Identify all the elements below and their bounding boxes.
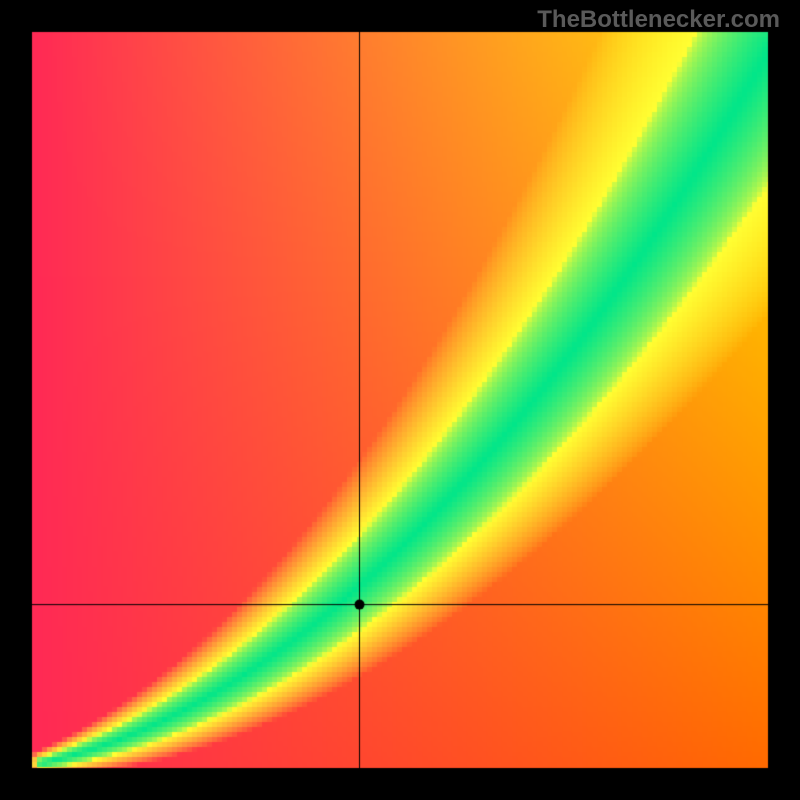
heatmap-chart bbox=[0, 0, 800, 800]
watermark-text: TheBottlenecker.com bbox=[537, 6, 780, 34]
heatmap-canvas bbox=[0, 0, 800, 800]
